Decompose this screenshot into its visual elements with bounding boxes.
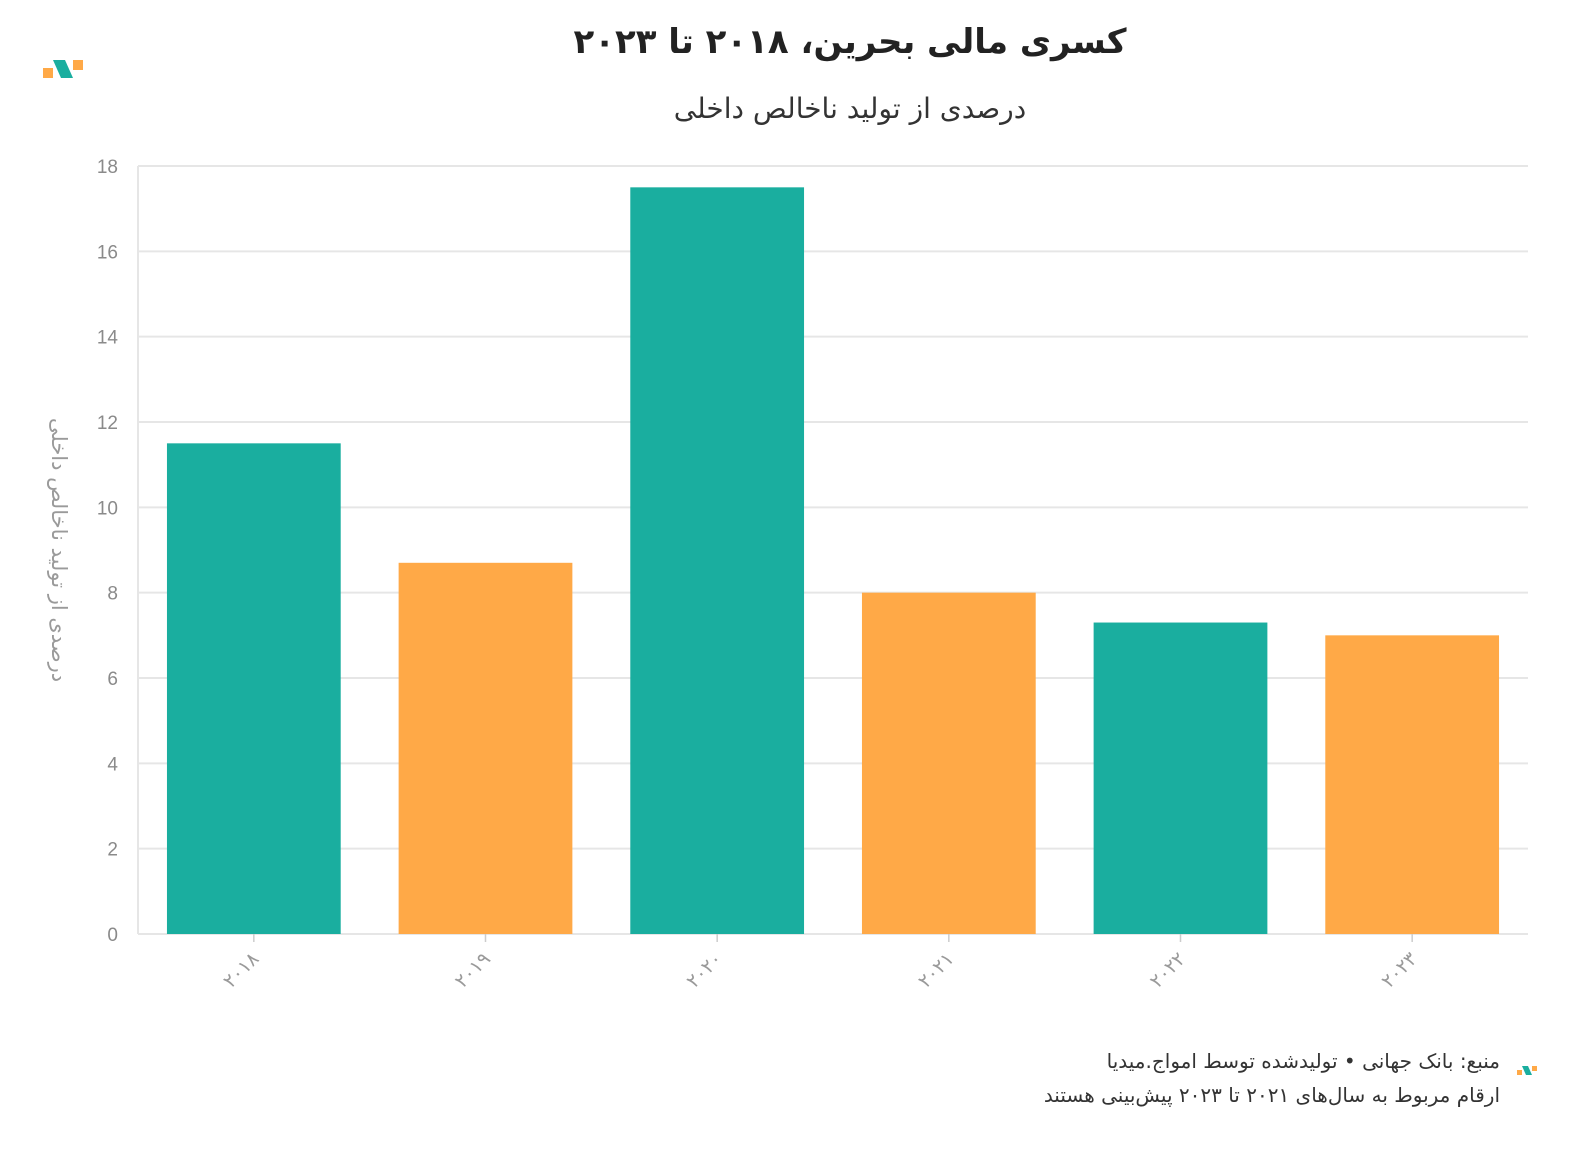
source-line: منبع: بانک جهانی • تولیدشده توسط امواج.م… xyxy=(1106,1049,1500,1073)
bar-3 xyxy=(861,592,1036,934)
y-tick-label: 4 xyxy=(107,754,118,775)
amwaj-logo-icon xyxy=(43,60,83,78)
x-tick-label: ۲۰۱۸ xyxy=(219,948,263,992)
y-tick-label: 2 xyxy=(107,840,118,861)
amwaj-logo-small-icon xyxy=(1517,1066,1537,1075)
y-axis-ticks: 0 2 4 6 8 10 12 14 16 18 xyxy=(97,157,119,946)
bar-2 xyxy=(630,187,805,935)
bars xyxy=(166,187,1500,935)
x-tick-label: ۲۰۲۰ xyxy=(682,948,726,992)
bar-4 xyxy=(1093,622,1268,934)
bar-1 xyxy=(398,562,573,934)
y-tick-label: 10 xyxy=(97,498,118,519)
chart-subtitle: درصدی از تولید ناخالص داخلی xyxy=(673,92,1027,125)
bar-5 xyxy=(1325,635,1500,934)
y-tick-label: 0 xyxy=(107,925,118,946)
x-tick-label: ۲۰۲۱ xyxy=(914,948,958,992)
y-tick-label: 6 xyxy=(107,669,118,690)
chart-footer: منبع: بانک جهانی • تولیدشده توسط امواج.م… xyxy=(1044,1044,1500,1112)
y-tick-label: 12 xyxy=(97,413,118,434)
chart-title: کسری مالی بحرین، ۲۰۱۸ تا ۲۰۲۳ xyxy=(573,22,1127,62)
y-tick-label: 14 xyxy=(97,328,119,349)
y-tick-label: 16 xyxy=(97,242,118,263)
y-axis-label: درصدی از تولید ناخالص داخلی xyxy=(47,418,71,682)
x-tick-label: ۲۰۲۲ xyxy=(1146,948,1190,992)
grid-lines xyxy=(137,165,1528,935)
x-tick-label: ۲۰۱۹ xyxy=(451,948,495,992)
bar-0 xyxy=(166,443,341,934)
y-tick-label: 18 xyxy=(97,157,118,178)
forecast-note: ارقام مربوط به سال‌های ۲۰۲۱ تا ۲۰۲۳ پیش‌… xyxy=(1043,1083,1500,1107)
y-tick-label: 8 xyxy=(107,584,118,605)
x-tick-label: ۲۰۲۳ xyxy=(1377,948,1421,992)
x-axis-ticks: ۲۰۱۸ ۲۰۱۹ ۲۰۲۰ ۲۰۲۱ ۲۰۲۲ ۲۰۲۳ xyxy=(219,934,1422,992)
